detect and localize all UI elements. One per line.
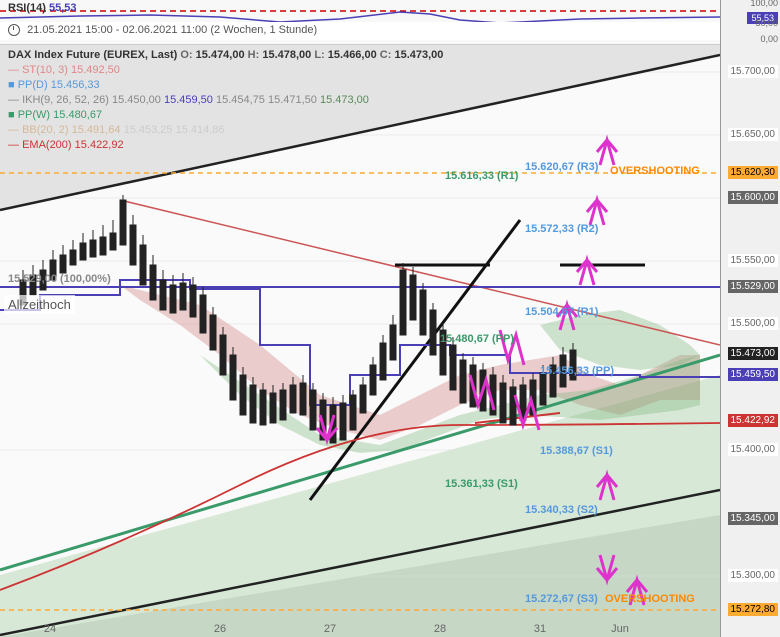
rsi-value: 55,53 xyxy=(49,2,77,14)
x-tick: 28 xyxy=(434,623,446,635)
legend-ema: — EMA(200) 15.422,92 xyxy=(8,138,443,153)
y-tick: 15.529,00 xyxy=(728,280,779,293)
main-panel[interactable]: DAX Index Future (EUREX, Last) O: 15.474… xyxy=(0,45,720,637)
rsi-tick: 0,00 xyxy=(760,34,778,44)
pivot-label: 15.272,67 (S3) xyxy=(525,593,598,605)
ohlc-l: 15.466,00 xyxy=(328,49,377,61)
rsi-tick: 50,00 xyxy=(755,18,778,28)
x-tick: 24 xyxy=(44,623,56,635)
y-tick: 15.300,00 xyxy=(728,569,779,582)
rsi-label: RSI(14) 55,53 xyxy=(8,2,77,14)
x-tick: Jun xyxy=(611,623,629,635)
timeframe-bar: 21.05.2021 15:00 - 02.06.2021 11:00 (2 W… xyxy=(0,22,720,40)
x-tick: 26 xyxy=(214,623,226,635)
allzeithoch-label: Allzeithoch xyxy=(4,295,75,314)
y-tick: 15.550,00 xyxy=(728,254,779,267)
y-tick: 15.345,00 xyxy=(728,512,779,525)
pivot-label: 15.572,33 (R2) xyxy=(525,223,598,235)
legend-bb: — BB(20, 2) 15.491,64 15.453,25 15.414,8… xyxy=(8,123,443,138)
y-axis: 15.700,00 15.650,00 15.620,30 15.600,00 15.5… xyxy=(720,45,780,637)
y-tick: 15.500,00 xyxy=(728,317,779,330)
pivot-label: 15.620,67 (R3) xyxy=(525,161,598,173)
instrument-title: DAX Index Future (EUREX, Last) xyxy=(8,49,177,61)
ohlc-c: 15.473,00 xyxy=(394,49,443,61)
y-tick: 15.473,00 xyxy=(728,347,779,360)
legend-st: — ST(10, 3) 15.492,50 xyxy=(8,63,443,78)
rsi-name: RSI(14) xyxy=(8,2,46,14)
y-tick: 15.272,80 xyxy=(728,603,779,616)
clock-icon xyxy=(8,24,20,36)
pivot-label: OVERSHOOTING xyxy=(605,593,695,605)
pivot-label: 15.361,33 (S1) xyxy=(445,478,518,490)
chart-container: RSI(14) 55,53 21.05.2021 15:00 - 02.06.2… xyxy=(0,0,780,637)
legend-ppd: ■ PP(D) 15.456,33 xyxy=(8,78,443,93)
pivot-label: OVERSHOOTING xyxy=(610,165,700,177)
y-tick: 15.400,00 xyxy=(728,443,779,456)
y-tick: 15.650,00 xyxy=(728,128,779,141)
x-tick: 31 xyxy=(534,623,546,635)
pivot-label: 15.480,67 (PP) xyxy=(440,333,514,345)
indicator-legend: DAX Index Future (EUREX, Last) O: 15.474… xyxy=(8,48,443,153)
pivot-label: 15.456,33 (PP) xyxy=(540,365,614,377)
pivot-label: 15.616,33 (R1) xyxy=(445,170,518,182)
ohlc-h: 15.478,00 xyxy=(262,49,311,61)
y-tick: 15.459,50 xyxy=(728,368,779,381)
y-tick: 15.700,00 xyxy=(728,65,779,78)
x-tick: 27 xyxy=(324,623,336,635)
rsi-panel: RSI(14) 55,53 21.05.2021 15:00 - 02.06.2… xyxy=(0,0,780,45)
pivot-label: 15.529,00 (100,00%) xyxy=(8,273,111,285)
y-tick: 15.600,00 xyxy=(728,191,779,204)
y-tick: 15.422,92 xyxy=(728,414,779,427)
pivot-label: 15.388,67 (S1) xyxy=(540,445,613,457)
legend-ppw: ■ PP(W) 15.480,67 xyxy=(8,108,443,123)
rsi-y-axis: 100,00 55,53 50,00 0,00 xyxy=(720,0,780,45)
timeframe-interval: (2 Wochen, 1 Stunde) xyxy=(210,24,317,36)
legend-ikh: — IKH(9, 26, 52, 26) 15.450,00 15.459,50… xyxy=(8,93,443,108)
ohlc-o: 15.474,00 xyxy=(196,49,245,61)
pivot-label: 15.340,33 (S2) xyxy=(525,504,598,516)
timeframe-range: 21.05.2021 15:00 - 02.06.2021 11:00 xyxy=(27,24,207,36)
y-tick: 15.620,30 xyxy=(728,166,779,179)
rsi-tick: 100,00 xyxy=(750,0,778,8)
pivot-label: 15.504,67 (R1) xyxy=(525,306,598,318)
